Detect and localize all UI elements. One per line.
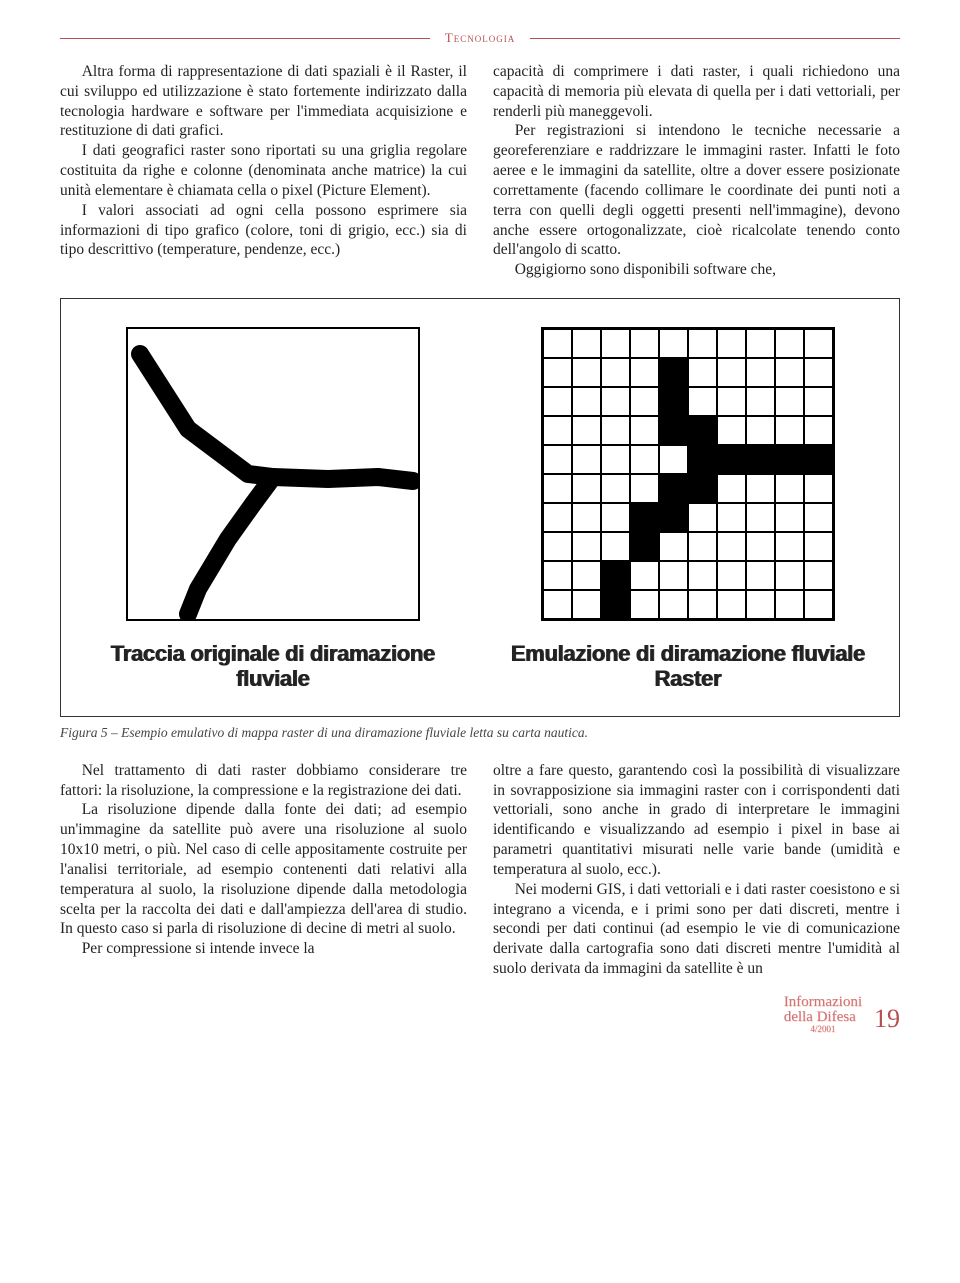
figure-left: Traccia originale di diramazione fluvial… [85, 327, 460, 692]
paragraph: I dati geografici raster sono riportati … [60, 141, 467, 200]
figure-box: Traccia originale di diramazione fluvial… [60, 298, 900, 717]
logo-line2: della Difesa [784, 1010, 862, 1025]
paragraph: Nei moderni GIS, i dati vettoriali e i d… [493, 880, 900, 979]
issue-number: 4/2001 [784, 1025, 862, 1034]
body-text-lower: Nel trattamento di dati raster dobbiamo … [60, 761, 900, 979]
paragraph: I valori associati ad ogni cella possono… [60, 201, 467, 260]
page-footer: Informazioni della Difesa 4/2001 19 [60, 995, 900, 1034]
body-text-upper: Altra forma di rappresentazione di dati … [60, 62, 900, 280]
figure-right: Emulazione di diramazione fluviale Raste… [500, 327, 875, 692]
figure-left-caption: Traccia originale di diramazione fluvial… [85, 641, 460, 692]
paragraph: Nel trattamento di dati raster dobbiamo … [60, 761, 467, 801]
paragraph: La risoluzione dipende dalla fonte dei d… [60, 800, 467, 939]
paragraph: Per compressione si intende invece la [60, 939, 467, 959]
paragraph: oltre a fare questo, garantendo così la … [493, 761, 900, 880]
paragraph: Per registrazioni si intendono le tecnic… [493, 121, 900, 260]
magazine-logo: Informazioni della Difesa 4/2001 [784, 995, 862, 1034]
section-header: Tecnologia [60, 30, 900, 46]
paragraph: Oggigiorno sono disponibili software che… [493, 260, 900, 280]
vector-trace-image [126, 327, 420, 621]
raster-grid-image [541, 327, 835, 621]
figure-right-caption: Emulazione di diramazione fluviale Raste… [500, 641, 875, 692]
logo-line1: Informazioni [784, 995, 862, 1010]
figure-caption: Figura 5 – Esempio emulativo di mappa ra… [60, 725, 900, 741]
paragraph: capacità di comprimere i dati raster, i … [493, 62, 900, 121]
page-number: 19 [874, 1004, 900, 1034]
paragraph: Altra forma di rappresentazione di dati … [60, 62, 467, 141]
